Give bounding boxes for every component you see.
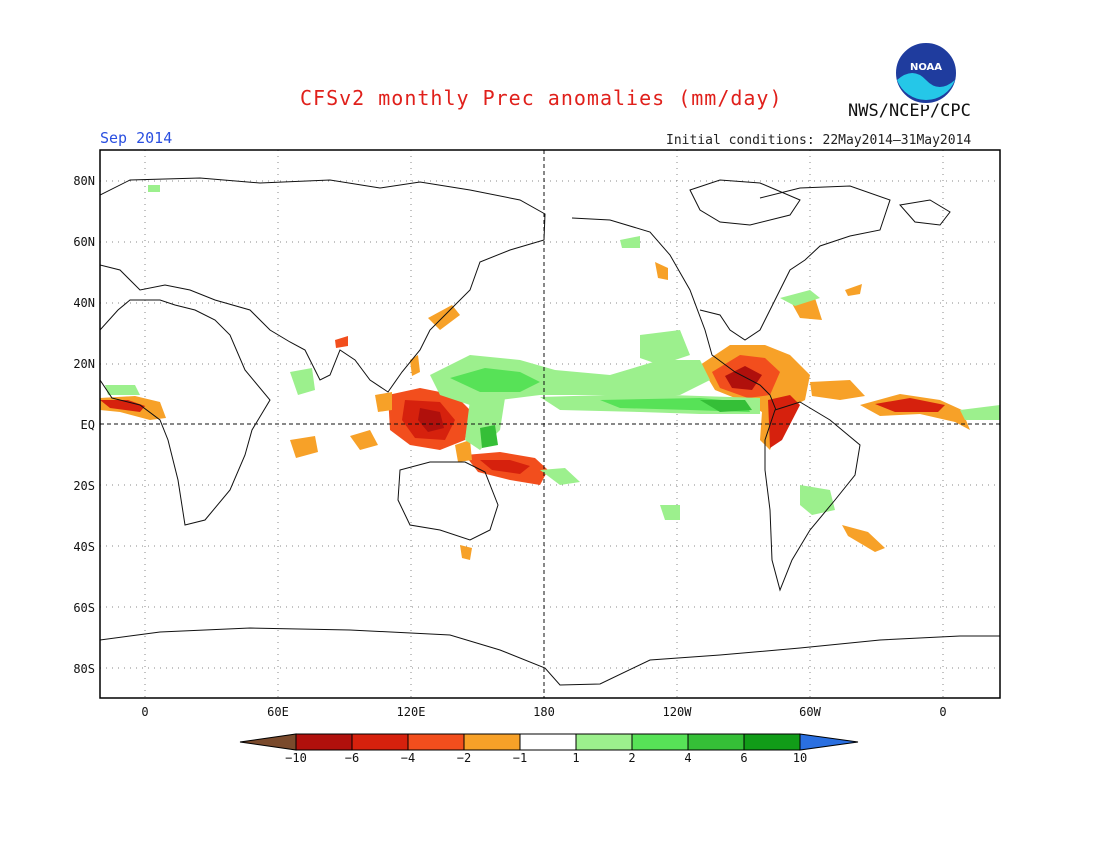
lon-label-120w: 120W — [662, 705, 692, 719]
colorbar-label: −1 — [512, 751, 528, 765]
colorbar-label: 4 — [684, 751, 692, 765]
lon-label-60w: 60W — [799, 705, 821, 719]
lon-label-120e: 120E — [396, 705, 426, 719]
colorbar-swatch — [351, 733, 409, 751]
lat-label-80n: 80N — [73, 174, 95, 188]
lat-label-20s: 20S — [73, 479, 95, 493]
lat-label-eq: EQ — [80, 418, 95, 432]
lat-label-80s: 80S — [73, 662, 95, 676]
colorbar-label: −4 — [400, 751, 416, 765]
initial-conditions: Initial conditions: 22May2014–31May2014 — [666, 133, 972, 148]
colorbar-swatch — [687, 733, 745, 751]
colorbar-label: −10 — [285, 751, 307, 765]
map-title: CFSv2 monthly Prec anomalies (mm/day) — [300, 86, 783, 110]
colorbar-swatch — [575, 733, 633, 751]
colorbar-swatch — [295, 733, 353, 751]
lon-label-0-east: 0 — [939, 705, 947, 719]
colorbar-arrow-low — [239, 733, 297, 751]
colorbar-swatch — [743, 733, 801, 751]
agency-label: NWS/NCEP/CPC — [848, 101, 971, 121]
colorbar-label: 10 — [792, 751, 808, 765]
precip-anomaly-fields — [100, 185, 1000, 560]
lon-label-0-west: 0 — [141, 705, 149, 719]
map-frame — [99, 149, 1001, 699]
lon-label-60e: 60E — [267, 705, 289, 719]
lat-label-60n: 60N — [73, 235, 95, 249]
lat-label-20n: 20N — [73, 357, 95, 371]
colorbar-arrow-high — [799, 733, 859, 751]
colorbar-label: −2 — [456, 751, 472, 765]
colorbar-swatch — [407, 733, 465, 751]
colorbar-label: −6 — [344, 751, 360, 765]
colorbar-label: 6 — [740, 751, 748, 765]
colorbar-label: 1 — [572, 751, 580, 765]
colorbar-swatch — [631, 733, 689, 751]
map-grid — [100, 150, 1000, 698]
forecast-month: Sep 2014 — [100, 129, 173, 147]
noaa-logo: NOAA — [894, 41, 958, 105]
noaa-logo-text: NOAA — [910, 62, 942, 73]
lon-label-180: 180 — [533, 705, 555, 719]
lat-label-60s: 60S — [73, 601, 95, 615]
colorbar-label: 2 — [628, 751, 636, 765]
lat-label-40n: 40N — [73, 296, 95, 310]
lat-label-40s: 40S — [73, 540, 95, 554]
colorbar-swatch — [519, 733, 577, 751]
colorbar-swatch — [463, 733, 521, 751]
